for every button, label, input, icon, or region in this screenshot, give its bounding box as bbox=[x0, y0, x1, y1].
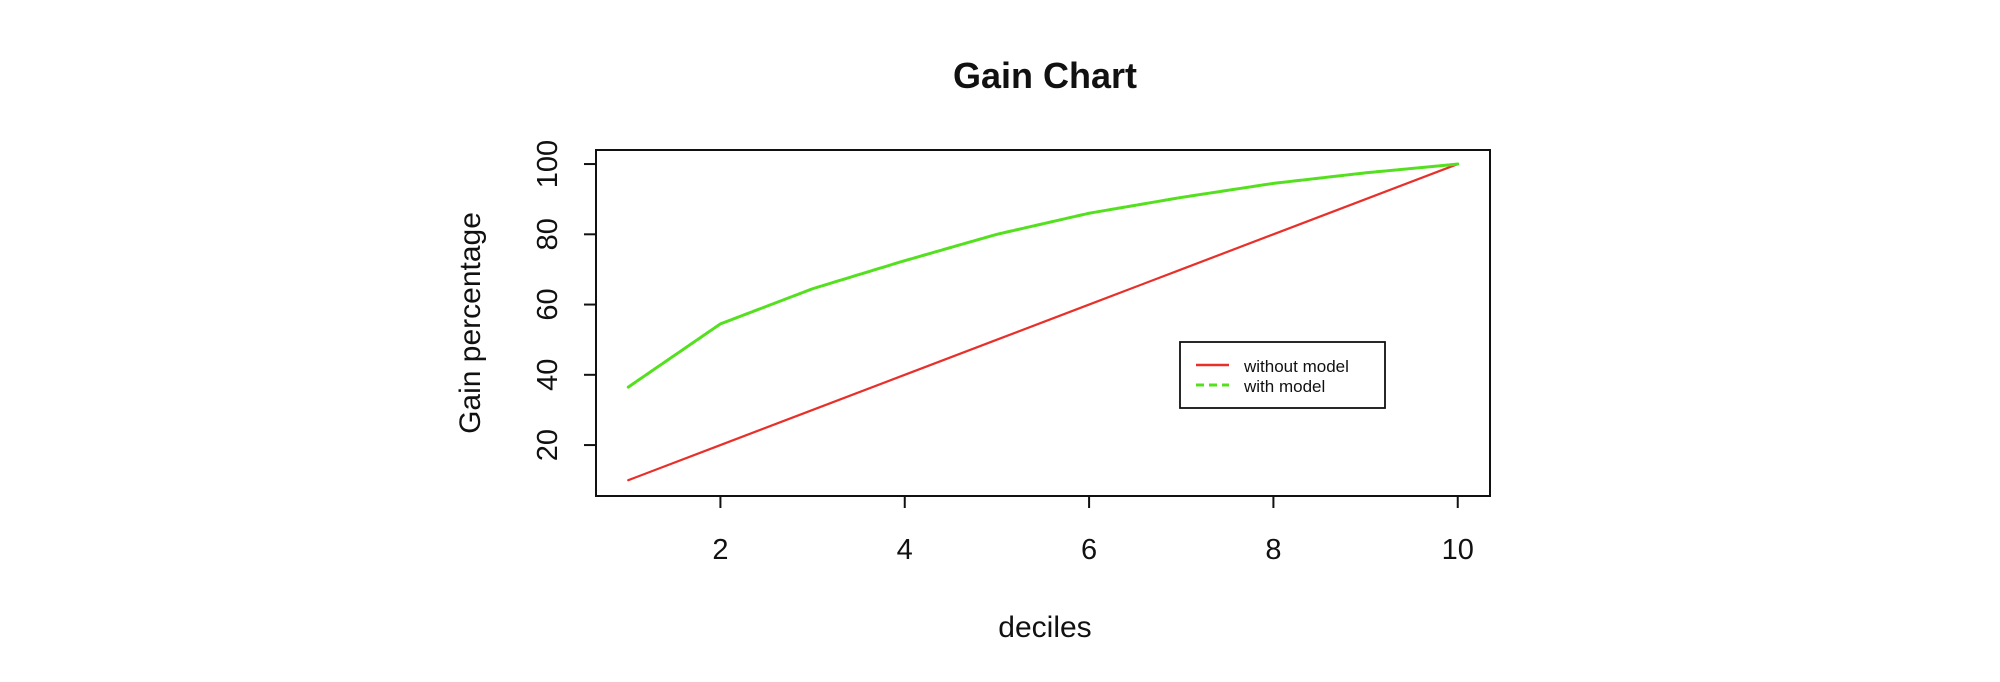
legend: without model with model bbox=[1179, 341, 1386, 409]
y-tick-label-60: 60 bbox=[532, 288, 564, 320]
legend-box bbox=[1179, 341, 1386, 409]
legend-label-without-model: without model bbox=[1243, 357, 1349, 376]
x-tick-label-8: 8 bbox=[1265, 534, 1281, 566]
y-axis-label: Gain percentage bbox=[454, 212, 487, 434]
y-tick-label-20: 20 bbox=[532, 429, 564, 461]
series-layer bbox=[626, 162, 1460, 482]
x-tick-label-4: 4 bbox=[897, 534, 913, 566]
chart-title: Gain Chart bbox=[953, 55, 1137, 96]
y-tick-label-80: 80 bbox=[532, 218, 564, 250]
series-line-without-model bbox=[627, 162, 1459, 482]
x-tick-label-10: 10 bbox=[1442, 534, 1474, 566]
series-line-with-model bbox=[626, 162, 1460, 389]
y-tick-label-40: 40 bbox=[532, 359, 564, 391]
x-axis-label: deciles bbox=[998, 611, 1091, 644]
y-tick-label-100: 100 bbox=[532, 140, 564, 188]
x-tick-label-6: 6 bbox=[1081, 534, 1097, 566]
x-axis: 2 4 6 8 10 bbox=[712, 496, 1474, 566]
plot-frame bbox=[595, 149, 1491, 497]
x-tick-label-2: 2 bbox=[712, 534, 728, 566]
legend-label-with-model: with model bbox=[1243, 377, 1325, 396]
y-axis: 20 40 60 80 100 bbox=[532, 140, 596, 461]
